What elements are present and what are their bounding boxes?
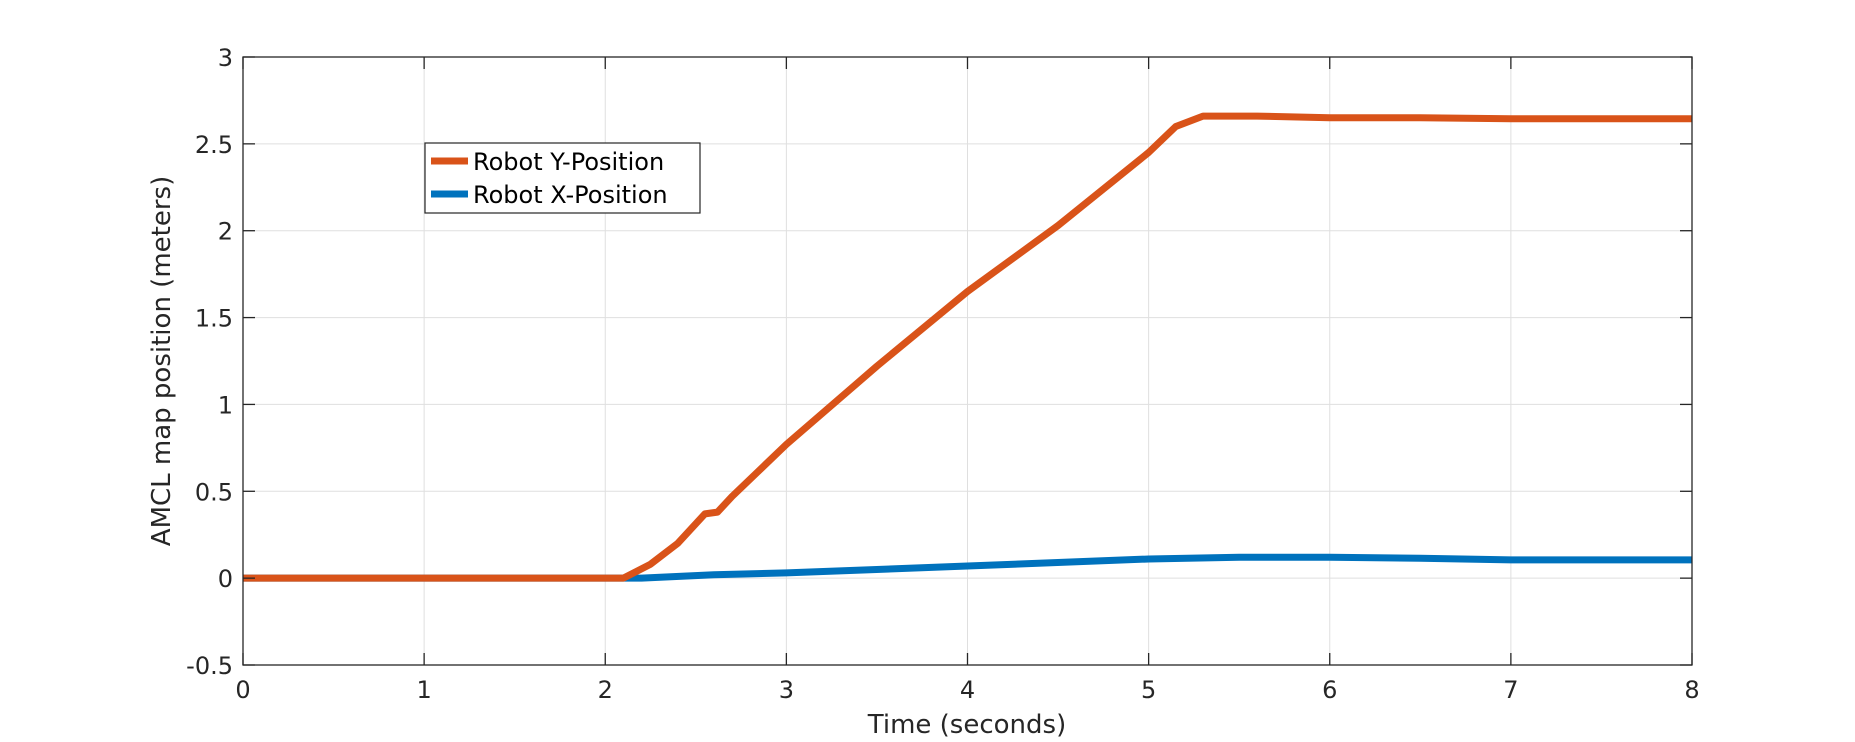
series-line-robot-x-position [243,553,1692,582]
y-tick-label: 1.5 [195,305,233,333]
legend-label-robot-y-position: Robot Y-Position [473,148,664,176]
x-tick-labels: 0 1 2 3 4 5 6 7 8 [235,676,1699,704]
y-tick-label: 3 [218,44,233,72]
x-tick-label: 0 [235,676,250,704]
x-tick-label: 1 [416,676,431,704]
x-tick-label: 8 [1684,676,1699,704]
legend-label-robot-x-position: Robot X-Position [473,181,668,209]
x-tick-label: 2 [598,676,613,704]
y-axis-title: AMCL map position (meters) [147,176,177,546]
y-tick-label: 2 [218,218,233,246]
y-tick-label: 0 [218,565,233,593]
y-tick-label: 2.5 [195,131,233,159]
legend-box [424,142,701,214]
series-layer [243,112,1692,582]
y-tick-label: 0.5 [195,478,233,506]
series-line-robot-y-position [243,112,1692,582]
x-tick-label: 3 [779,676,794,704]
y-tick-labels: -0.5 0 0.5 1 1.5 2 2.5 3 [186,44,233,680]
legend: Robot Y-Position Robot X-Position [424,142,701,214]
y-tick-label: -0.5 [186,652,233,680]
x-tick-label: 4 [960,676,975,704]
tick-marks [242,56,1693,666]
y-tick-label: 1 [218,391,233,419]
x-axis-title: Time (seconds) [867,710,1066,740]
x-tick-label: 5 [1141,676,1156,704]
x-tick-label: 7 [1503,676,1518,704]
x-tick-label: 6 [1322,676,1337,704]
